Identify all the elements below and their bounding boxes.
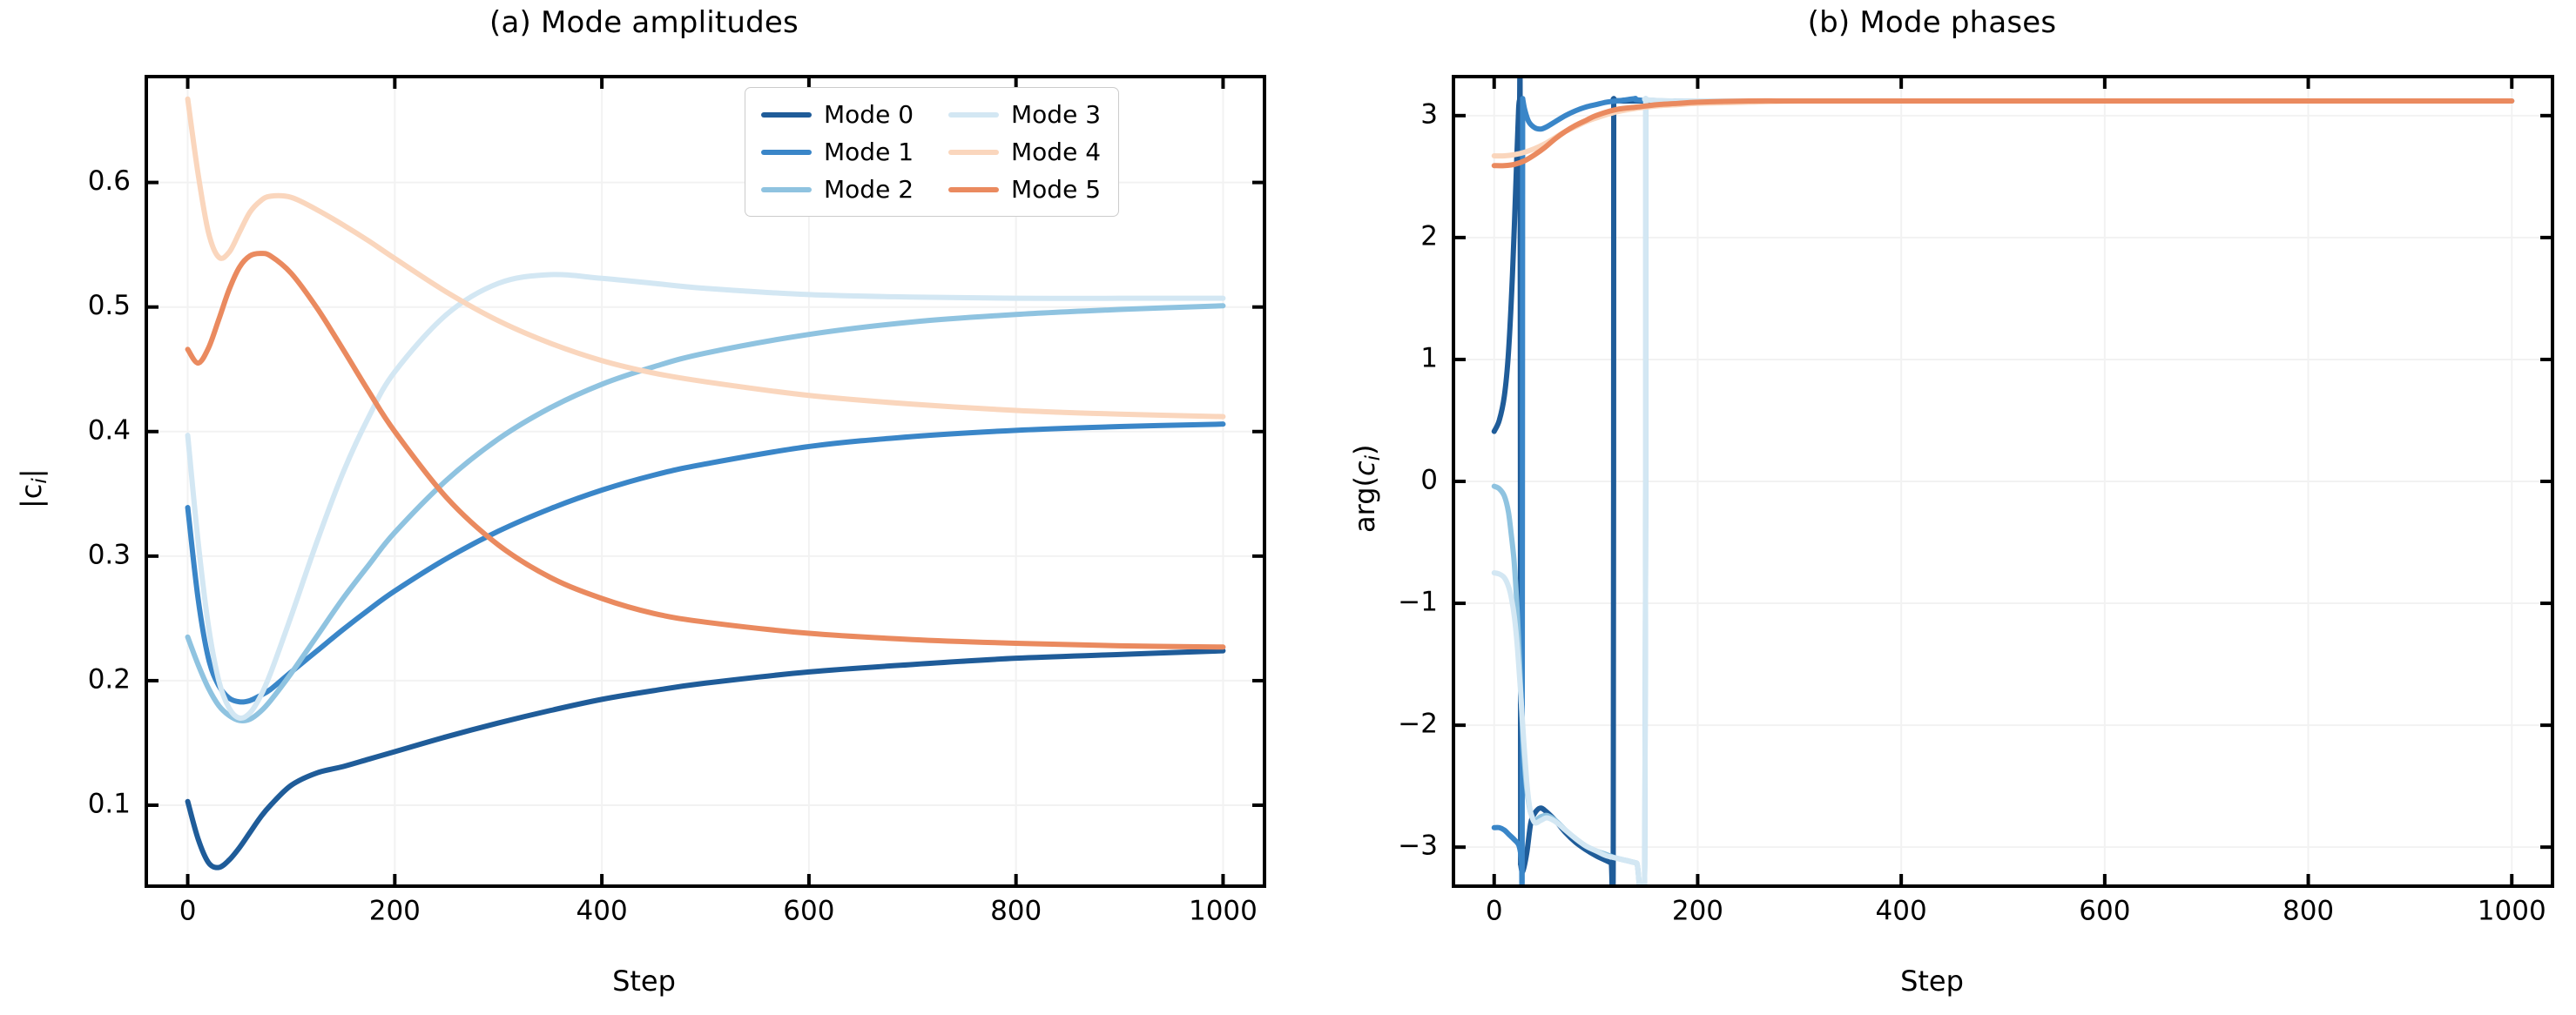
grid-lines <box>146 77 1264 886</box>
line-mode-0 <box>185 648 1226 870</box>
x-tick-label: 800 <box>990 895 1042 926</box>
panel-b-title: (b) Mode phases <box>1807 5 2057 40</box>
legend[interactable]: Mode 0 Mode 3 Mode 1 Mode 4 Mode 2 Mode 5 <box>745 87 1120 217</box>
data-series-group <box>1491 77 2515 886</box>
x-tick-label: 0 <box>179 895 197 926</box>
panel-mode-phases: (b) Mode phases arg(ci) 0 200 400 600 800 100… <box>1288 0 2576 1015</box>
legend-entry-mode-4[interactable]: Mode 4 <box>948 138 1101 166</box>
legend-swatch-icon <box>761 149 812 155</box>
legend-swatch-icon <box>948 149 1000 155</box>
y-tick-label: −3 <box>1398 830 1438 862</box>
legend-swatch-icon <box>948 186 1000 192</box>
legend-swatch-icon <box>761 186 812 192</box>
x-tick-label: 600 <box>2079 895 2130 926</box>
legend-label: Mode 2 <box>824 175 914 204</box>
x-tick-label: 200 <box>369 895 421 926</box>
panel-b-x-axis-label: Step <box>1900 965 1964 998</box>
legend-entry-mode-5[interactable]: Mode 5 <box>948 175 1101 204</box>
legend-swatch-icon <box>761 111 812 118</box>
x-tick-label: 600 <box>783 895 834 926</box>
line-mode-5 <box>1491 97 2515 169</box>
legend-swatch-icon <box>948 111 1000 118</box>
y-tick-label: 0.3 <box>88 539 131 570</box>
x-tick-label: 0 <box>1486 895 1503 926</box>
legend-entry-mode-0[interactable]: Mode 0 <box>761 100 914 129</box>
y-tick-label: −1 <box>1398 587 1438 618</box>
x-tick-label: 200 <box>1672 895 1723 926</box>
y-tick-label: 0.5 <box>88 290 131 321</box>
y-tick-label: 3 <box>1420 98 1438 130</box>
panel-a-x-axis-label: Step <box>612 965 676 998</box>
grid-lines <box>1453 77 2552 886</box>
legend-label: Mode 3 <box>1011 100 1102 129</box>
legend-entry-mode-1[interactable]: Mode 1 <box>761 138 914 166</box>
x-tick-label: 400 <box>577 895 628 926</box>
x-tick-label: 400 <box>1876 895 1927 926</box>
line-mode-0 <box>1518 96 1617 886</box>
line-mode-3 <box>185 272 1226 722</box>
y-tick-label: 2 <box>1420 220 1438 252</box>
legend-label: Mode 5 <box>1011 175 1102 204</box>
panel-mode-amplitudes: (a) Mode amplitudes |ci| 0 200 400 600 800 10… <box>15 5 1266 998</box>
line-mode-2 <box>185 303 1226 724</box>
legend-label: Mode 1 <box>824 138 914 166</box>
axis-ticks: 0 200 400 600 800 1000 −3 −2 −1 0 1 2 3 <box>1398 77 2552 926</box>
y-tick-label: 0.4 <box>88 414 131 446</box>
y-tick-label: 0.6 <box>88 165 131 197</box>
line-mode-3 <box>1491 96 1649 886</box>
line-mode-1 <box>185 421 1226 705</box>
data-series-group <box>185 96 1226 870</box>
x-tick-label: 1000 <box>2478 895 2546 926</box>
axis-ticks: 0 200 400 600 800 1000 0.1 0.2 0.3 0.4 0.5 0.6 <box>88 77 1264 926</box>
y-tick-label: −2 <box>1398 709 1438 740</box>
line-mode-1 <box>1491 96 1526 886</box>
y-tick-label: 1 <box>1420 342 1438 373</box>
line-mode-4 <box>185 96 1226 420</box>
legend-label: Mode 0 <box>824 100 914 129</box>
x-tick-label: 800 <box>2283 895 2334 926</box>
legend-label: Mode 4 <box>1011 138 1102 166</box>
axes-spines <box>145 75 1266 888</box>
line-mode-5 <box>185 251 1226 650</box>
panel-b-plot-area: 0 200 400 600 800 1000 −3 −2 −1 0 1 2 3 <box>1398 75 2554 926</box>
legend-entry-mode-2[interactable]: Mode 2 <box>761 175 914 204</box>
panel-a-title: (a) Mode amplitudes <box>489 5 799 40</box>
panel-a-plot-area: 0 200 400 600 800 1000 0.1 0.2 0.3 0.4 0.5 0.6 <box>88 75 1266 926</box>
x-tick-label: 1000 <box>1189 895 1258 926</box>
y-tick-label: 0.1 <box>88 789 131 820</box>
y-tick-label: 0.2 <box>88 663 131 695</box>
y-tick-label: 0 <box>1420 465 1438 496</box>
legend-entry-mode-3[interactable]: Mode 3 <box>948 100 1101 129</box>
